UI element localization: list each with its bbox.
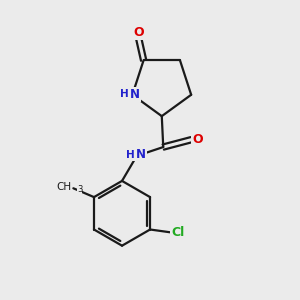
Text: Cl: Cl [171,226,184,239]
Text: O: O [133,26,144,39]
Text: CH: CH [56,182,71,192]
Text: N: N [130,88,140,101]
Text: 3: 3 [77,185,82,194]
Text: H: H [126,150,135,160]
Text: N: N [136,148,146,161]
Text: O: O [192,133,203,146]
Text: H: H [120,89,128,99]
